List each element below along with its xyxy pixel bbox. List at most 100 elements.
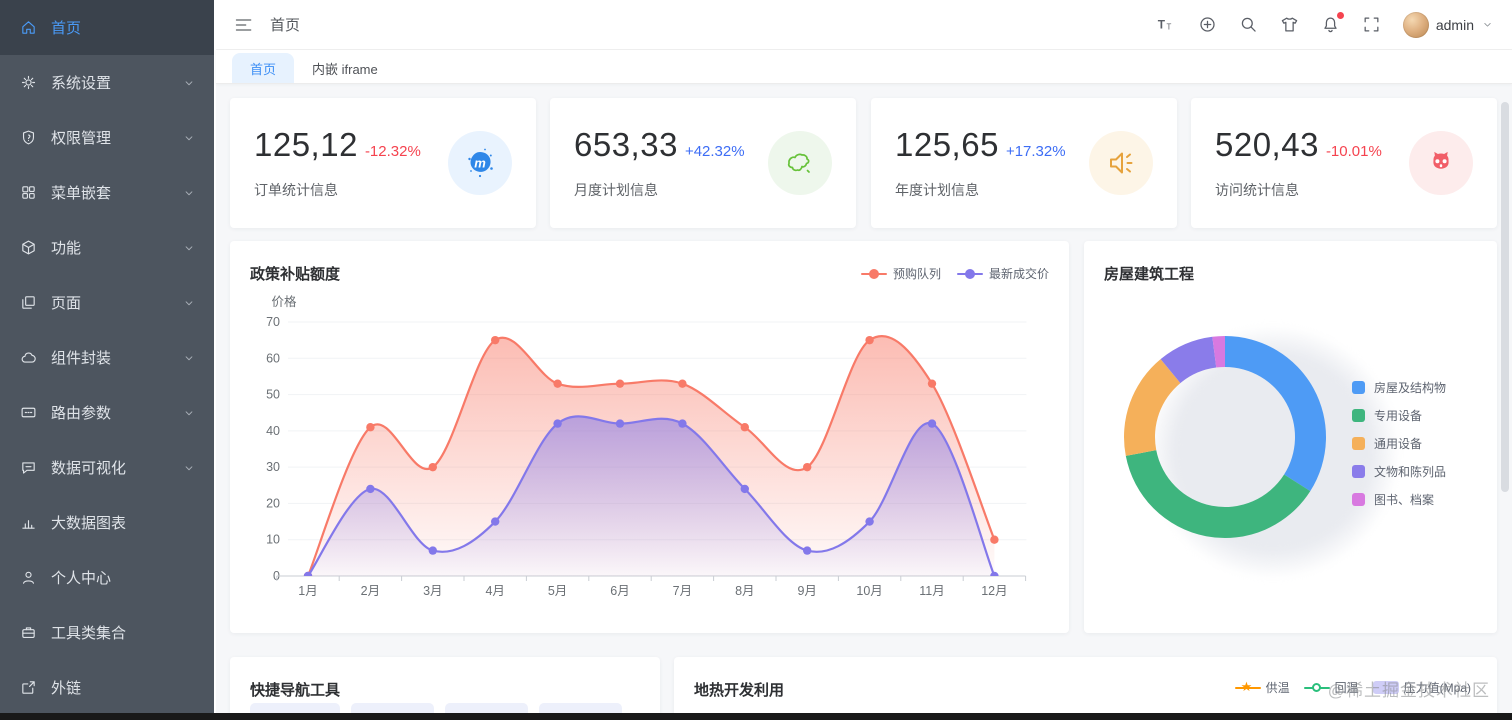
stat-value-row: 653,33 +42.32%	[574, 126, 768, 164]
donut-legend-item[interactable]: 图书、档案	[1352, 491, 1446, 508]
line-chart[interactable]: 010203040506070价格1月2月3月4月5月6月7月8月9月10月11…	[244, 293, 1054, 610]
speaker-icon	[1089, 131, 1153, 195]
sidebar-item-pages[interactable]: 页面	[0, 275, 214, 330]
chevron-down-icon	[1481, 18, 1494, 31]
geothermal-head: 地热开发利用	[674, 657, 1497, 700]
quick-nav-card: 快捷导航工具	[230, 657, 660, 720]
stat-label: 年度计划信息	[895, 182, 979, 198]
svg-text:4月: 4月	[485, 584, 504, 598]
legend-label: 图书、档案	[1374, 493, 1435, 507]
svg-text:T: T	[1158, 17, 1166, 31]
geo-legend-item[interactable]: 回温	[1303, 679, 1359, 696]
stat-card-2: 125,65 +17.32% 年度计划信息	[871, 98, 1177, 228]
stat-card-body: 125,12 -12.32% 订单统计信息	[254, 126, 448, 200]
sidebar-item-cube[interactable]: 功能	[0, 220, 214, 275]
bar-chart-icon	[20, 514, 37, 531]
stat-label: 访问统计信息	[1215, 182, 1299, 198]
svg-text:2月: 2月	[361, 584, 380, 598]
sidebar-item-comment[interactable]: 数据可视化	[0, 440, 214, 495]
legend-swatch	[1352, 493, 1365, 506]
donut-head: 房屋建筑工程	[1084, 241, 1497, 284]
chevron-down-icon	[182, 131, 196, 145]
legend-item[interactable]: 预购队列	[860, 265, 941, 282]
svg-text:50: 50	[266, 388, 280, 402]
stat-delta: +42.32%	[684, 143, 745, 160]
svg-text:70: 70	[266, 315, 280, 329]
theme-icon[interactable]	[1280, 15, 1299, 34]
donut-legend-item[interactable]: 文物和陈列品	[1352, 463, 1446, 480]
legend-item[interactable]: 最新成交价	[956, 265, 1049, 282]
notifications-icon[interactable]	[1321, 12, 1344, 34]
breadcrumb: 首页	[270, 17, 301, 34]
sidebar-item-bar-chart[interactable]: 大数据图表	[0, 495, 214, 550]
layout-config-icon[interactable]	[1198, 15, 1217, 34]
line-chart-title: 政策补贴额度	[250, 266, 341, 283]
collapse-menu-icon[interactable]	[234, 15, 254, 35]
donut-legend-item[interactable]: 房屋及结构物	[1352, 379, 1446, 396]
search-icon[interactable]	[1239, 15, 1258, 34]
svg-text:30: 30	[266, 460, 280, 474]
svg-text:m: m	[474, 156, 486, 171]
geo-legend-item[interactable]: 压力值(Mpa)	[1372, 679, 1471, 696]
sidebar-item-label: 大数据图表	[51, 515, 127, 532]
donut-card: 房屋建筑工程 房屋及结构物专用设备通用设备文物和陈列品 图书、档案	[1084, 241, 1497, 633]
legend-label: 通用设备	[1374, 437, 1423, 451]
sidebar-item-route-card[interactable]: 路由参数	[0, 385, 214, 440]
donut-legend-item[interactable]: 专用设备	[1352, 407, 1446, 424]
sidebar-item-label: 权限管理	[51, 130, 112, 147]
legend-label: 文物和陈列品	[1374, 465, 1447, 479]
scrollbar-thumb[interactable]	[1501, 102, 1509, 492]
user-menu[interactable]: admin	[1402, 11, 1494, 38]
sidebar-item-nested-menu[interactable]: 菜单嵌套	[0, 165, 214, 220]
sidebar-item-label: 数据可视化	[51, 460, 127, 477]
legend-swatch	[1352, 409, 1365, 422]
stat-value-row: 125,65 +17.32%	[895, 126, 1089, 164]
tab-0[interactable]: 首页	[232, 53, 295, 83]
fullscreen-icon[interactable]	[1362, 15, 1381, 34]
line-chart-legend: 预购队列 最新成交价	[860, 265, 1049, 282]
geo-legend-item[interactable]: ★ 供温	[1234, 679, 1290, 696]
donut-chart[interactable]	[1110, 322, 1340, 557]
sidebar-item-label: 功能	[51, 240, 82, 257]
svg-text:6月: 6月	[610, 584, 629, 598]
sidebar-item-external-link[interactable]: 外链	[0, 660, 214, 715]
chevron-down-icon	[182, 296, 196, 310]
user-icon	[20, 569, 37, 586]
stat-value: 653,33	[574, 126, 678, 163]
nested-menu-icon	[20, 184, 37, 201]
legend-marker	[860, 268, 887, 279]
legend-label: 房屋及结构物	[1374, 381, 1447, 395]
sidebar-item-user[interactable]: 个人中心	[0, 550, 214, 605]
donut-legend-item[interactable]: 通用设备	[1352, 435, 1446, 452]
legend-label: 最新成交价	[988, 267, 1049, 281]
sidebar-item-gear[interactable]: 系统设置	[0, 55, 214, 110]
svg-text:60: 60	[266, 351, 280, 365]
sidebar-item-cloud[interactable]: 组件封装	[0, 330, 214, 385]
sidebar-item-briefcase[interactable]: 工具类集合	[0, 605, 214, 660]
external-link-icon	[20, 679, 37, 696]
legend-marker	[956, 268, 983, 279]
geothermal-legend: ★ 供温 回温 压力值(Mpa)	[1234, 679, 1471, 696]
geothermal-title: 地热开发利用	[694, 682, 785, 699]
tab-1[interactable]: 内嵌 iframe	[294, 53, 396, 83]
sidebar-item-home[interactable]: 首页	[0, 0, 214, 55]
sidebar-item-shield[interactable]: 权限管理	[0, 110, 214, 165]
avatar[interactable]	[1402, 11, 1429, 38]
sidebar-item-label: 组件封装	[51, 350, 112, 367]
sidebar-item-label: 外链	[51, 680, 82, 697]
svg-text:1月: 1月	[298, 584, 317, 598]
route-card-icon	[20, 404, 37, 421]
quick-nav-head: 快捷导航工具	[230, 657, 660, 700]
sidebar: 首页 系统设置权限管理菜单嵌套功能页面组件封装路由参数数据可视化大数据图表个人中心…	[0, 0, 216, 720]
legend-label: 供温	[1265, 681, 1290, 695]
svg-text:20: 20	[266, 496, 280, 510]
tab-label: 内嵌 iframe	[312, 61, 378, 77]
content: 125,12 -12.32% 订单统计信息 m 653,33 +42.32% 月度计划信息 1…	[216, 84, 1512, 720]
sidebar-menu: 首页 系统设置权限管理菜单嵌套功能页面组件封装路由参数数据可视化大数据图表个人中心…	[0, 0, 214, 715]
